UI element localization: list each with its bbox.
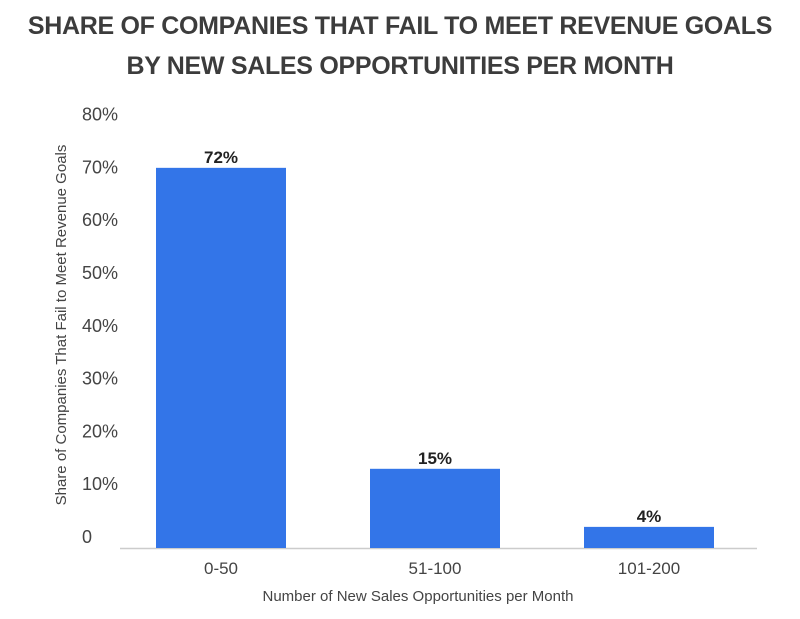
chart-title-line1: SHARE OF COMPANIES THAT FAIL TO MEET REV… xyxy=(27,12,773,40)
x-tick-label: 51-100 xyxy=(409,559,462,578)
y-tick-label: 30% xyxy=(82,369,118,389)
data-label: 72% xyxy=(204,148,238,167)
chart-title-line2: BY NEW SALES OPPORTUNITIES PER MONTH xyxy=(126,52,674,80)
data-label: 4% xyxy=(637,507,662,526)
y-tick-label: 0 xyxy=(82,527,92,547)
x-tick-label: 101-200 xyxy=(618,559,680,578)
y-axis-title: Share of Companies That Fail to Meet Rev… xyxy=(53,145,70,506)
data-label: 15% xyxy=(418,449,452,468)
bar xyxy=(370,468,500,548)
y-tick-label: 70% xyxy=(82,157,118,177)
y-tick-label: 20% xyxy=(82,421,118,441)
bar xyxy=(156,167,286,548)
y-tick-label: 50% xyxy=(82,263,118,283)
x-axis-title: Number of New Sales Opportunities per Mo… xyxy=(263,588,574,605)
y-tick-label: 60% xyxy=(82,210,118,230)
y-tick-label: 80% xyxy=(82,105,118,125)
y-tick-label: 10% xyxy=(82,474,118,494)
x-tick-label: 0-50 xyxy=(204,559,238,578)
y-tick-label: 40% xyxy=(82,316,118,336)
bar xyxy=(584,526,714,548)
